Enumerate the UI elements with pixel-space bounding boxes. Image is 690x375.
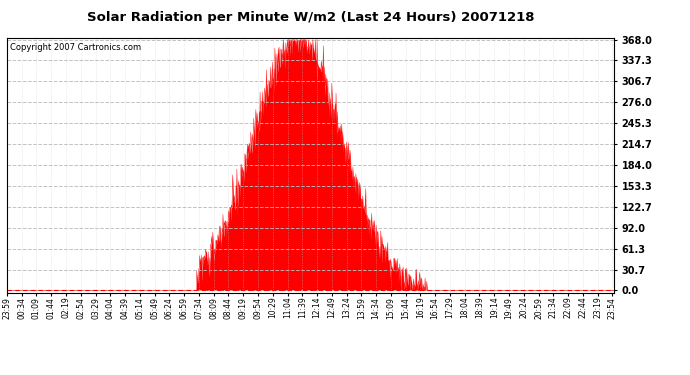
Text: Copyright 2007 Cartronics.com: Copyright 2007 Cartronics.com xyxy=(10,43,141,52)
Text: Solar Radiation per Minute W/m2 (Last 24 Hours) 20071218: Solar Radiation per Minute W/m2 (Last 24… xyxy=(87,11,534,24)
